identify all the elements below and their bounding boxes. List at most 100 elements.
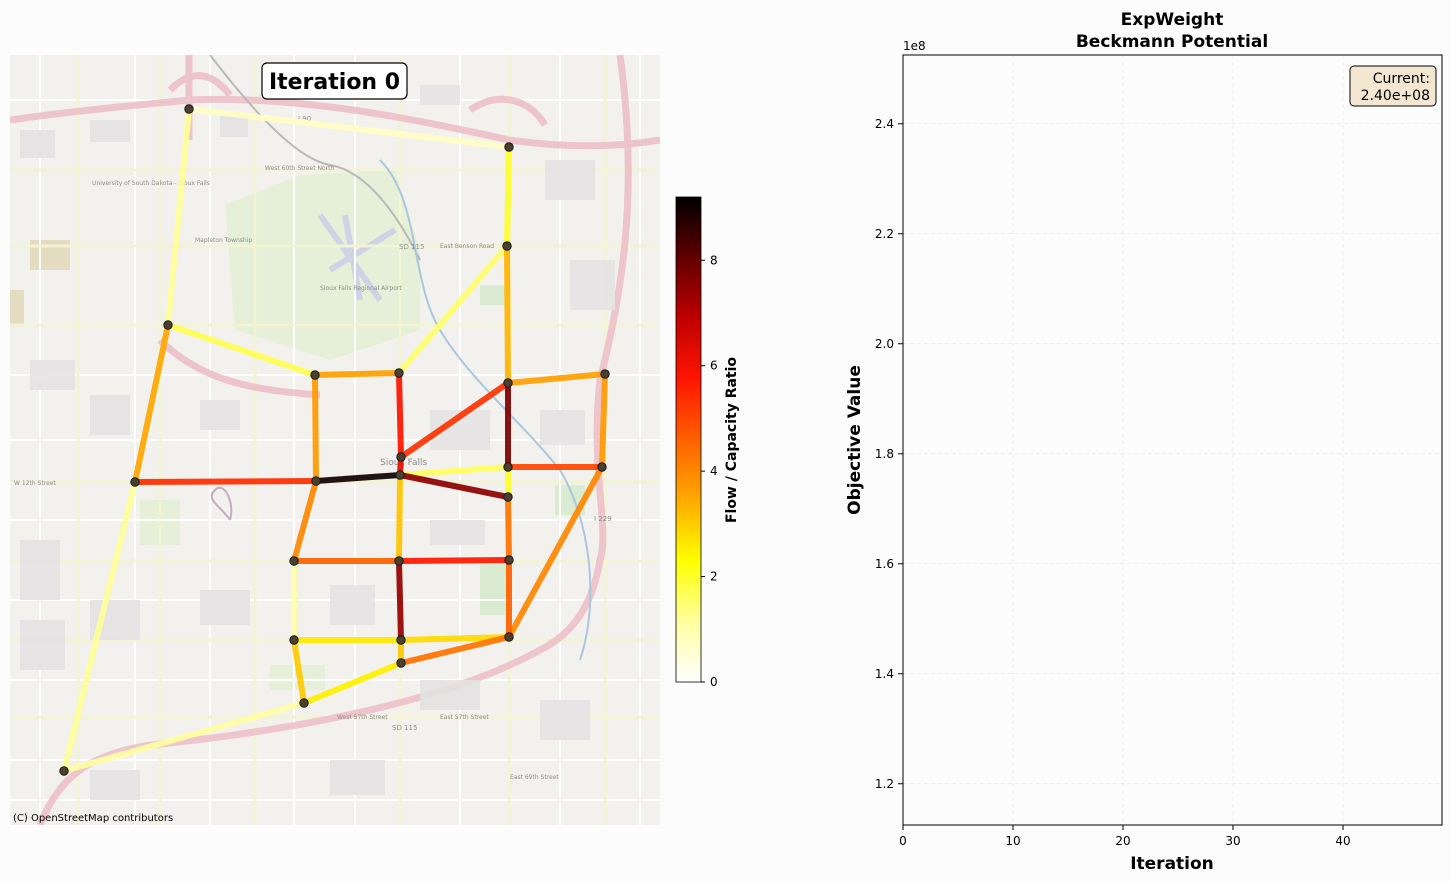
network-node [311,476,321,486]
network-link [61,700,307,774]
x-tick-label: 20 [1115,834,1130,848]
basemap-label: SD 115 [399,243,424,251]
basemap-label: East 57th Street [440,714,489,721]
network-node [504,555,514,565]
basemap-label: University of South Dakota - Sioux Falls [92,180,210,187]
current-value-label: Current: [1373,71,1430,87]
network-node [289,556,299,566]
colorbar-ticks: 0 2 4 6 8 [701,253,718,689]
basemap-label: East 69th Street [510,774,559,781]
network-link [312,372,319,484]
network-node [597,462,607,472]
colorbar-tick-label: 4 [710,464,718,478]
y-tick-label: 2.0 [875,337,894,351]
network-link [504,144,512,249]
network-link [397,472,511,500]
network-link [506,464,605,640]
basemap-label: Sioux Falls [380,458,427,468]
y-offset-label: 1e8 [903,39,926,53]
basemap-label: I 229 [594,515,612,523]
network-node [394,556,404,566]
basemap-label: West 57th Street [337,714,388,721]
x-tick-label: 30 [1225,834,1240,848]
basemap-label: West 60th Street North [265,165,334,172]
network-link [313,472,403,484]
network-map: I 90 SD 115 SD 115 I 229 Sioux Falls Uni… [10,55,660,825]
plot-frame [902,54,1443,826]
basemap-label: I 90 [298,115,311,123]
y-tick-label: 2.4 [875,117,894,131]
network-node [396,452,406,462]
network-link [398,634,512,666]
colorbar-tick-label: 8 [710,253,718,267]
network-node [184,104,194,114]
iteration-label: Iteration 0 [269,70,400,95]
network-link [186,106,512,150]
network-link [396,243,510,376]
colorbar-tick-label: 0 [710,675,718,689]
network-link [132,322,171,485]
network-link [61,479,138,774]
network-node [395,470,405,480]
network-link [291,478,319,564]
network-node [396,658,406,668]
network-link [291,637,307,706]
colorbar-label: Flow / Capacity Ratio [724,357,740,523]
network-link [396,472,403,564]
network-node [503,492,513,502]
network-node [503,462,513,472]
network-node [503,378,513,388]
network-link [165,322,318,378]
y-tick-label: 1.4 [875,667,894,681]
plot-area [903,55,1442,825]
basemap-label: W 12th Street [14,480,56,487]
y-ticks: 1.2 1.4 1.6 1.8 2.0 2.2 2.4 [875,117,903,791]
colorbar-tick-label: 2 [710,570,718,584]
colorbar: 0 2 4 6 8 Flow / Capacity Ratio [675,196,740,689]
y-axis-label: Objective Value [845,365,865,515]
network-node [310,370,320,380]
network-link [132,478,319,485]
network-node [289,635,299,645]
map-attribution: (C) OpenStreetMap contributors [13,813,173,824]
network-node [502,241,512,251]
y-tick-label: 2.2 [875,227,894,241]
network-link [312,370,402,378]
network-node [130,477,140,487]
network-link [398,380,511,460]
basemap-label: Sioux Falls Regional Airport [320,285,402,292]
chart-title-line-2: Beckmann Potential [1076,32,1268,52]
y-tick-label: 1.2 [875,777,894,791]
basemap-label: SD 115 [392,724,417,732]
network-link [396,557,512,564]
x-axis-label: Iteration [1130,854,1214,874]
basemap: I 90 SD 115 SD 115 I 229 Sioux Falls Uni… [10,55,660,825]
y-tick-label: 1.6 [875,557,894,571]
network-nodes [59,104,610,776]
network-link [397,464,511,478]
network-node [504,632,514,642]
network-links [61,106,608,774]
current-value: 2.40e+08 [1361,88,1430,104]
x-tick-label: 0 [899,834,907,848]
network-node [299,698,309,708]
network-link [165,106,192,328]
network-link [301,660,404,706]
chart-title-line-1: ExpWeight [1121,10,1224,30]
network-node [59,766,69,776]
iteration-badge [261,62,408,100]
basemap-label: East Benson Road [440,243,494,250]
colorbar-gradient [675,196,702,683]
basemap-label: Mapleton Township [195,237,252,244]
x-tick-label: 10 [1005,834,1020,848]
network-node [163,320,173,330]
objective-chart: ExpWeight Beckmann Potential 0 10 20 30 40 1… [845,10,1443,874]
network-link [396,558,404,643]
network-link [396,370,404,460]
x-ticks: 0 10 20 30 40 [899,825,1351,848]
network-node [394,368,404,378]
network-node [600,369,610,379]
network-link [504,243,511,386]
network-link [505,371,608,386]
